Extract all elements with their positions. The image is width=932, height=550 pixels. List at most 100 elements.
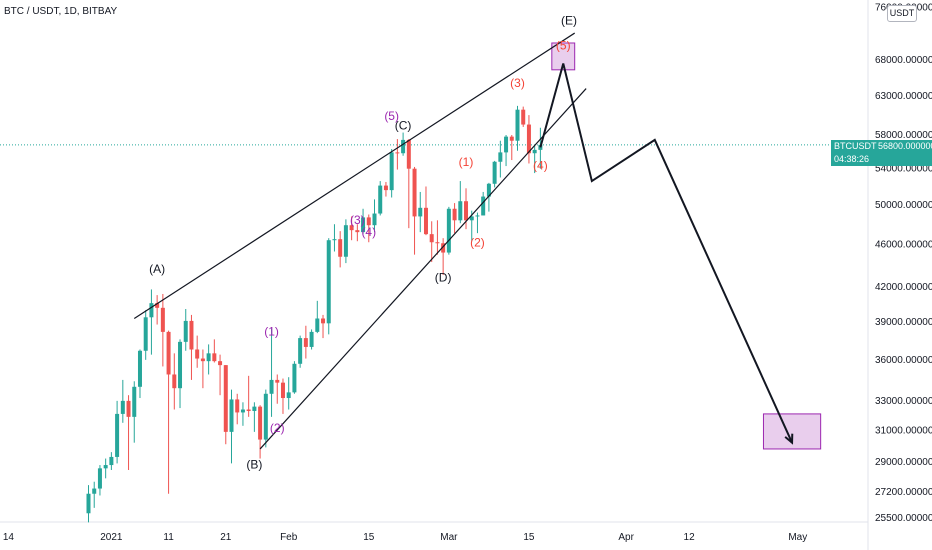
trendline-upper[interactable] <box>133 32 576 320</box>
candle-body[interactable] <box>395 152 400 154</box>
candle-body[interactable] <box>218 361 223 366</box>
candle-body[interactable] <box>303 338 308 347</box>
candle-body[interactable] <box>92 488 97 494</box>
wave-label: (C) <box>395 118 412 132</box>
candle-body[interactable] <box>189 320 194 350</box>
candle-body[interactable] <box>441 243 446 253</box>
wave-label: (1) <box>459 155 474 169</box>
candle-body[interactable] <box>195 349 200 359</box>
candle-body[interactable] <box>258 406 263 440</box>
trendline-lower[interactable] <box>259 88 587 450</box>
candle-body[interactable] <box>349 225 354 231</box>
candle-body[interactable] <box>343 225 348 257</box>
candle-body[interactable] <box>229 399 234 432</box>
candle-body[interactable] <box>149 303 154 318</box>
candle-body[interactable] <box>338 239 343 257</box>
candle-body[interactable] <box>280 382 285 399</box>
y-tick-label: 25500.000000 <box>875 513 932 524</box>
candle-body[interactable] <box>458 201 463 221</box>
candle-body[interactable] <box>315 318 320 332</box>
y-tick-label: 54000.000000 <box>875 164 932 175</box>
candle-body[interactable] <box>498 152 503 162</box>
candle-body[interactable] <box>389 152 394 191</box>
candle-body[interactable] <box>206 353 211 362</box>
candle-body[interactable] <box>429 234 434 243</box>
candle-body[interactable] <box>275 379 280 383</box>
candle-body[interactable] <box>115 413 120 457</box>
candle-body[interactable] <box>446 208 451 253</box>
y-tick-label: 63000.000000 <box>875 91 932 102</box>
candle-body[interactable] <box>263 393 268 440</box>
candle-body[interactable] <box>452 208 457 221</box>
candle-body[interactable] <box>86 493 91 514</box>
candle-body[interactable] <box>183 320 188 342</box>
currency-badge[interactable]: USDT <box>887 5 917 22</box>
candle-body[interactable] <box>355 230 360 233</box>
wave-label: (2) <box>270 421 285 435</box>
candle-body[interactable] <box>521 109 526 125</box>
candle-body[interactable] <box>223 365 228 432</box>
candle-body[interactable] <box>383 185 388 191</box>
candle-body[interactable] <box>515 109 520 141</box>
projection-path[interactable] <box>539 63 793 444</box>
candle-body[interactable] <box>246 409 251 411</box>
candle-body[interactable] <box>464 201 469 221</box>
x-tick-label: Feb <box>280 532 298 543</box>
candle-body[interactable] <box>172 374 177 389</box>
candle-body[interactable] <box>309 331 314 347</box>
candle-body[interactable] <box>486 183 491 197</box>
candle-body[interactable] <box>475 215 480 217</box>
candle-body[interactable] <box>481 196 486 216</box>
candle-body[interactable] <box>361 217 366 233</box>
candle-body[interactable] <box>97 468 102 489</box>
candle-body[interactable] <box>509 136 514 141</box>
candle-body[interactable] <box>366 217 371 226</box>
candle-body[interactable] <box>435 242 440 244</box>
target-zone[interactable] <box>551 42 576 71</box>
candle-body[interactable] <box>120 400 125 414</box>
candle-body[interactable] <box>132 386 137 417</box>
candle-body[interactable] <box>532 149 537 154</box>
candle-body[interactable] <box>418 207 423 217</box>
y-tick-label: 58000.000000 <box>875 130 932 141</box>
candle-body[interactable] <box>137 350 142 387</box>
candle-body[interactable] <box>166 331 171 375</box>
candle-body[interactable] <box>504 136 509 153</box>
candle-body[interactable] <box>526 124 531 154</box>
candle-body[interactable] <box>235 399 240 413</box>
candle-body[interactable] <box>423 207 428 235</box>
candle-body[interactable] <box>321 318 326 324</box>
candle-body[interactable] <box>109 456 114 466</box>
candle-body[interactable] <box>412 168 417 217</box>
candle-body[interactable] <box>155 303 160 308</box>
candle-body[interactable] <box>372 213 377 226</box>
candle-body[interactable] <box>269 379 274 394</box>
candle-body[interactable] <box>492 161 497 184</box>
candle-body[interactable] <box>292 363 297 393</box>
candle-body[interactable] <box>332 239 337 241</box>
candle-body[interactable] <box>286 392 291 399</box>
price-label-value: 56800.000000 <box>878 141 932 151</box>
candle-body[interactable] <box>103 465 108 469</box>
candle-body[interactable] <box>178 341 183 389</box>
projection-arrowhead <box>784 433 794 445</box>
candle-body[interactable] <box>298 338 303 364</box>
candle-body[interactable] <box>401 139 406 154</box>
candle-body[interactable] <box>212 353 217 362</box>
candle-body[interactable] <box>143 317 148 351</box>
candle-body[interactable] <box>240 409 245 413</box>
x-tick-label: 14 <box>3 532 15 543</box>
candle-body[interactable] <box>160 307 165 332</box>
candle-body[interactable] <box>326 240 331 324</box>
candle-body[interactable] <box>538 144 543 150</box>
candle-body[interactable] <box>252 406 257 411</box>
candle-body[interactable] <box>378 185 383 214</box>
chart-symbol-header: BTC / USDT, 1D, BITBAY <box>4 6 118 17</box>
candle-body[interactable] <box>126 400 131 417</box>
candle-body[interactable] <box>469 216 474 221</box>
x-tick-label: 15 <box>363 532 375 543</box>
wave-label: (E) <box>561 14 577 28</box>
candle-body[interactable] <box>200 358 205 362</box>
candle-body[interactable] <box>406 139 411 169</box>
